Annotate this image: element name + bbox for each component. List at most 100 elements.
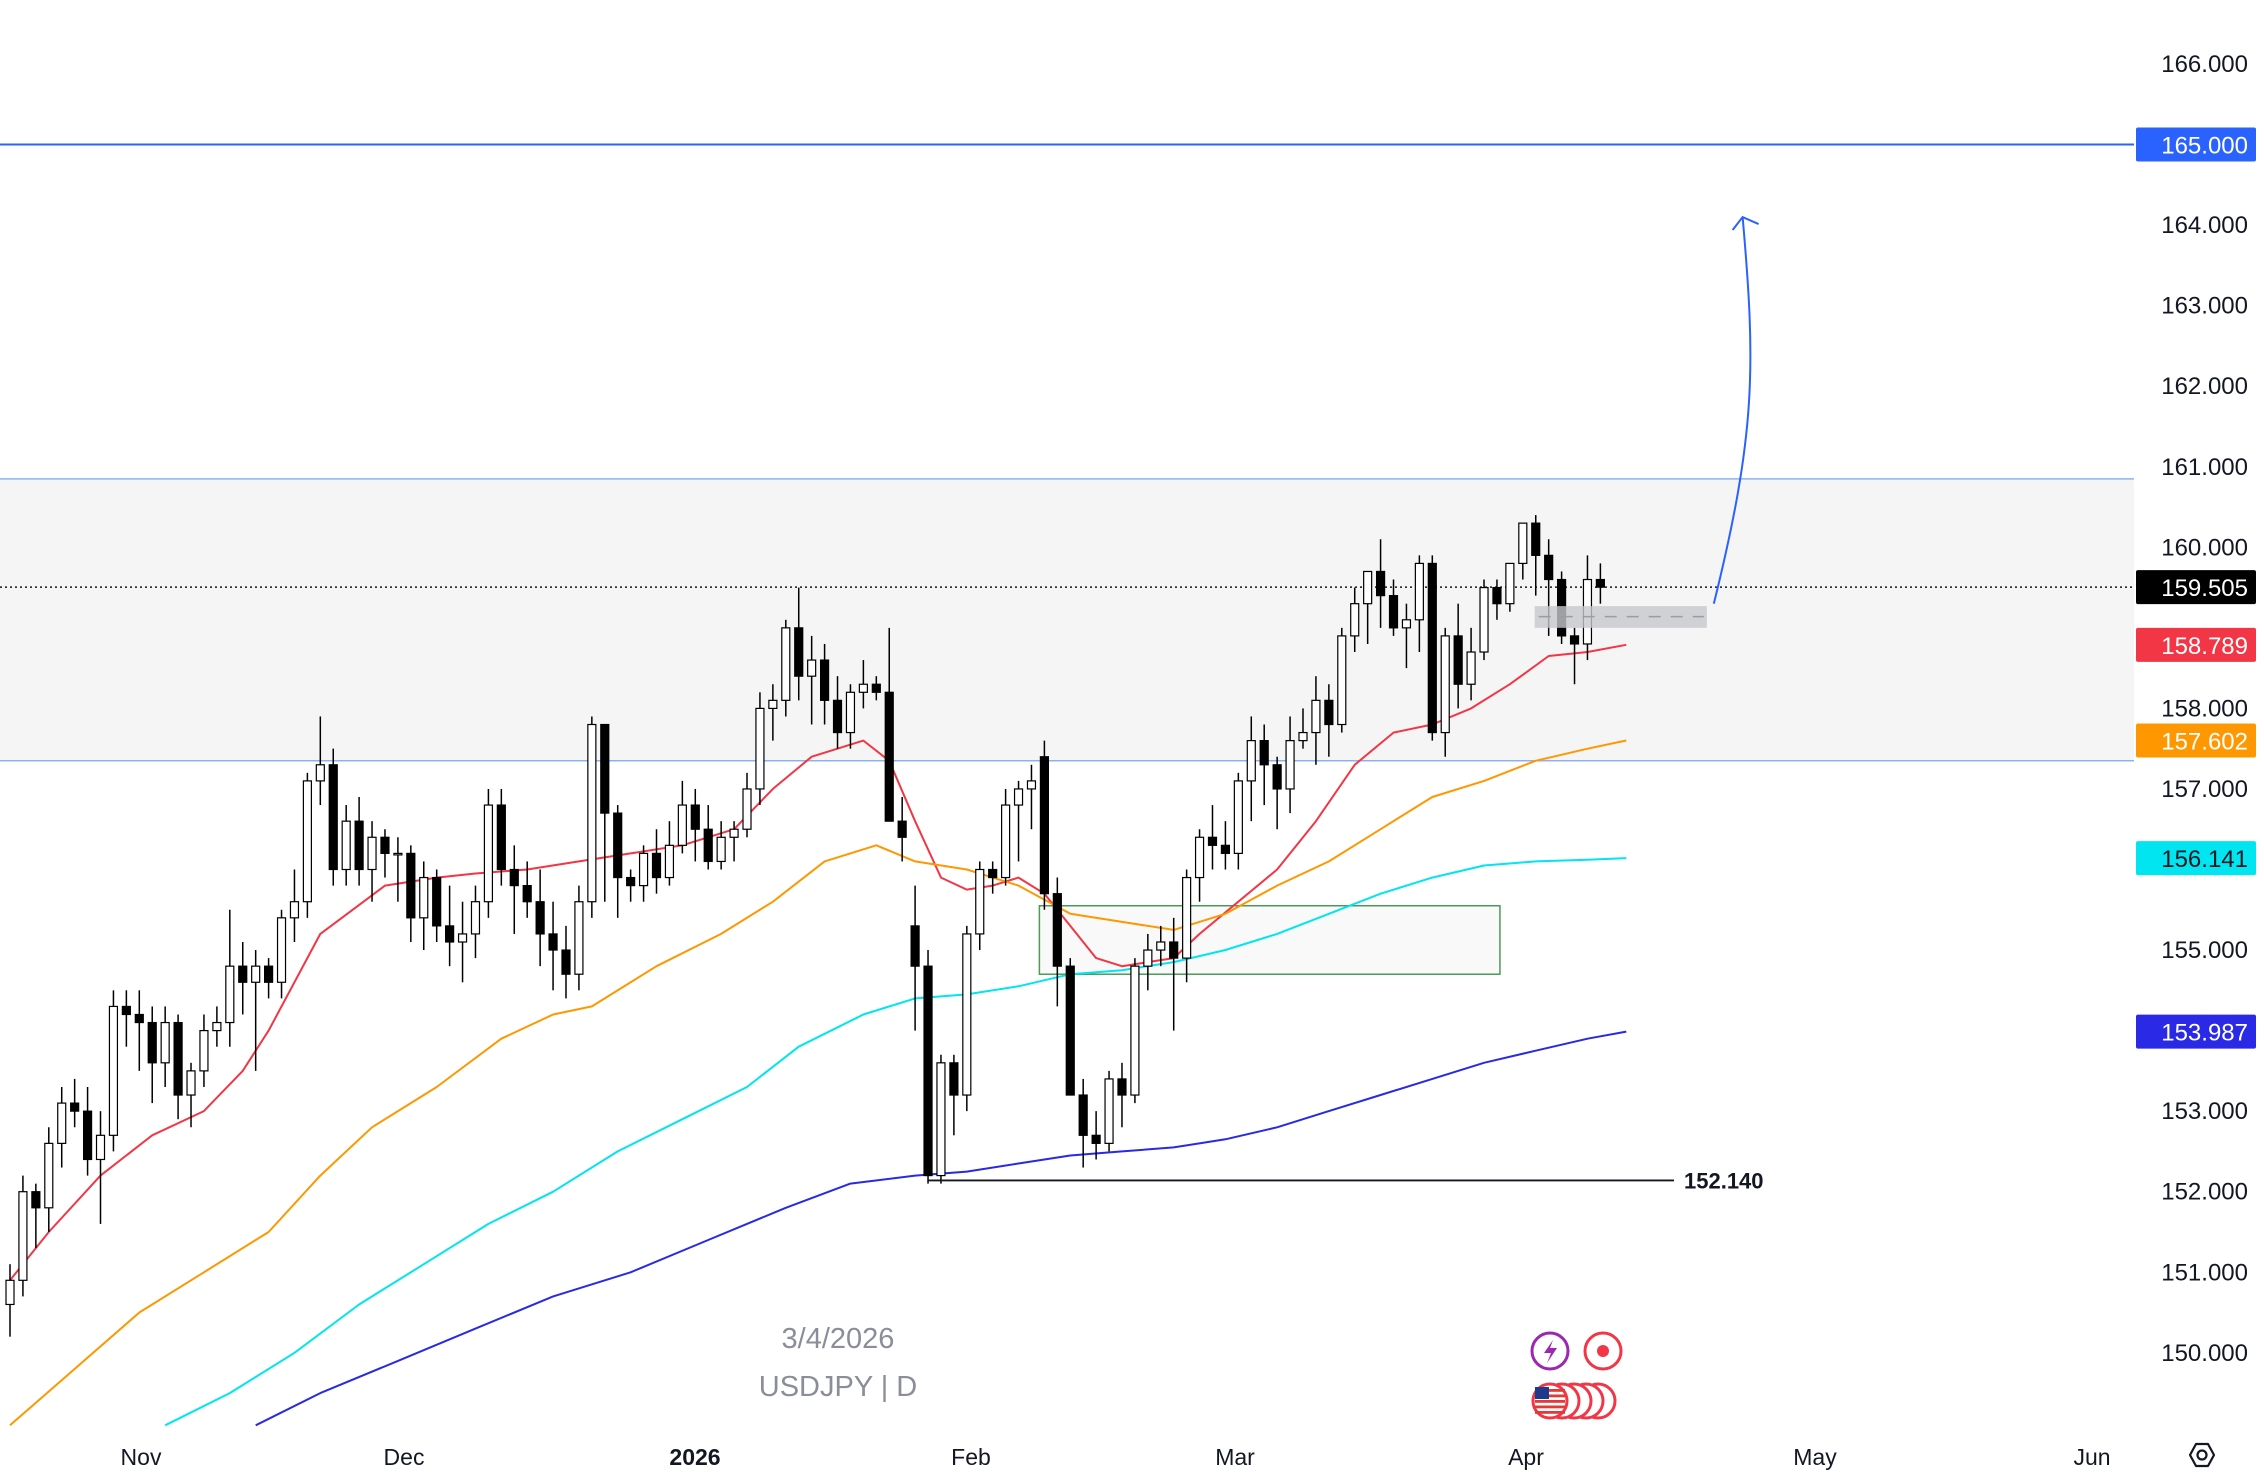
price-label[interactable]: 156.141 (2161, 846, 2248, 873)
candle[interactable] (587, 723, 597, 903)
gear-icon[interactable] (2188, 1442, 2216, 1468)
candle[interactable] (496, 804, 506, 871)
candle[interactable] (134, 1013, 144, 1024)
ma-line-sma-200[interactable] (255, 1030, 1627, 1427)
candle[interactable] (1272, 764, 1282, 790)
candle[interactable] (1324, 699, 1334, 726)
candle[interactable] (1518, 522, 1528, 565)
candle[interactable] (1091, 1134, 1101, 1144)
candle[interactable] (1194, 836, 1205, 879)
candle[interactable] (1220, 844, 1231, 854)
candle[interactable] (1052, 893, 1062, 967)
ma-line-sma-20[interactable] (9, 643, 1627, 1281)
candle[interactable] (638, 852, 649, 887)
candle[interactable] (1531, 522, 1541, 556)
candle[interactable] (1207, 836, 1218, 846)
candle[interactable] (354, 820, 364, 871)
candle[interactable] (276, 917, 287, 983)
candle[interactable] (1065, 965, 1075, 1096)
record-icon[interactable] (1583, 1331, 1623, 1371)
candle[interactable] (1078, 1094, 1088, 1136)
candle[interactable] (535, 901, 545, 935)
candle[interactable] (845, 691, 856, 734)
consolidation-zone[interactable] (0, 478, 2134, 761)
candle[interactable] (1117, 1078, 1127, 1096)
candle[interactable] (509, 868, 519, 887)
candle[interactable] (1492, 586, 1502, 605)
candle[interactable] (302, 780, 312, 903)
candle[interactable] (57, 1102, 67, 1144)
candle[interactable] (121, 1005, 131, 1016)
candle[interactable] (82, 1110, 93, 1161)
candle[interactable] (716, 836, 726, 863)
candle[interactable] (768, 699, 778, 709)
candle[interactable] (832, 699, 843, 734)
candle[interactable] (95, 1134, 106, 1161)
price-axis[interactable]: 166.000 164.000 163.000 162.000 161.000 160.0… (2136, 51, 2256, 1367)
ma-line-sma-50[interactable] (9, 739, 1627, 1427)
price-label[interactable]: 153.987 (2161, 1020, 2248, 1047)
candle[interactable] (1401, 619, 1412, 629)
candle[interactable] (1414, 562, 1424, 621)
candle[interactable] (949, 1062, 959, 1096)
candle[interactable] (238, 965, 248, 983)
price-label[interactable]: 159.505 (2161, 575, 2248, 602)
candle[interactable] (1156, 941, 1166, 951)
candle[interactable] (251, 965, 261, 983)
projection-arrow[interactable] (1712, 216, 1752, 604)
candle[interactable] (1453, 635, 1463, 685)
candle[interactable] (483, 804, 494, 903)
candle[interactable] (470, 901, 481, 935)
candle[interactable] (1104, 1078, 1114, 1144)
candle[interactable] (1259, 740, 1269, 766)
candle[interactable] (1026, 780, 1037, 790)
candle[interactable] (108, 1005, 119, 1136)
candle[interactable] (147, 1021, 157, 1064)
candle[interactable] (44, 1142, 54, 1209)
candle[interactable] (1375, 570, 1386, 597)
candle[interactable] (1427, 562, 1437, 734)
candle[interactable] (1013, 788, 1024, 806)
price-label[interactable]: 165.000 (2161, 133, 2248, 160)
candle[interactable] (393, 852, 403, 856)
candle[interactable] (445, 925, 455, 943)
candle[interactable] (613, 812, 623, 879)
candle[interactable] (328, 764, 338, 871)
candle[interactable] (186, 1070, 196, 1096)
candle[interactable] (5, 1279, 15, 1306)
lightning-icon[interactable] (1530, 1331, 1570, 1371)
candle[interactable] (651, 852, 662, 879)
candle[interactable] (884, 691, 894, 822)
candle[interactable] (225, 965, 235, 1024)
candle[interactable] (1001, 804, 1011, 879)
candle[interactable] (781, 627, 791, 701)
candle[interactable] (1311, 699, 1321, 734)
candle[interactable] (807, 659, 817, 677)
candle[interactable] (406, 852, 416, 919)
candle[interactable] (1182, 876, 1192, 959)
candle[interactable] (794, 627, 804, 677)
candle[interactable] (936, 1062, 946, 1177)
candle[interactable] (264, 965, 274, 983)
candle[interactable] (703, 828, 713, 863)
candle[interactable] (289, 901, 300, 919)
candle[interactable] (923, 965, 933, 1177)
candle[interactable] (1440, 635, 1450, 734)
candle[interactable] (457, 933, 468, 943)
candle[interactable] (988, 868, 998, 879)
candle[interactable] (522, 885, 532, 903)
candle[interactable] (380, 836, 390, 854)
candle[interactable] (367, 836, 377, 871)
price-label[interactable]: 158.789 (2161, 633, 2248, 660)
candle[interactable] (432, 876, 442, 927)
candle[interactable] (212, 1021, 222, 1032)
chart-settings-button[interactable] (2188, 1442, 2216, 1468)
candle[interactable] (341, 820, 351, 871)
candle[interactable] (1595, 578, 1605, 588)
candle[interactable] (18, 1191, 28, 1281)
candle[interactable] (742, 788, 752, 830)
candle[interactable] (975, 868, 985, 935)
candle[interactable] (1285, 740, 1295, 790)
candle[interactable] (1350, 603, 1360, 637)
candle[interactable] (1544, 554, 1554, 581)
